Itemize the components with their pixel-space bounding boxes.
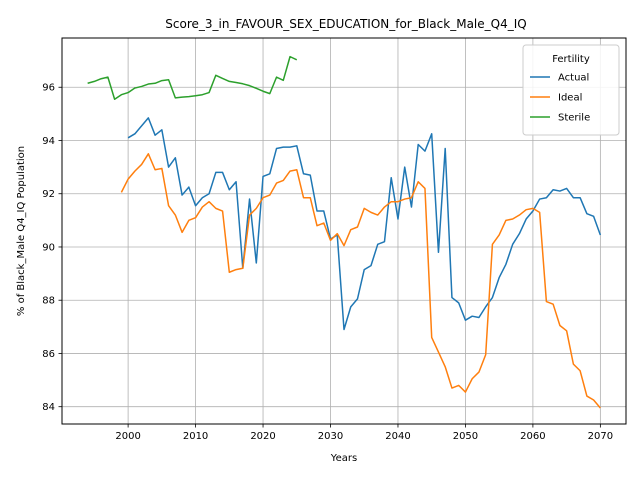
legend-label-actual: Actual — [558, 73, 589, 84]
x-tick-label: 2050 — [453, 431, 478, 442]
legend-label-sterile: Sterile — [558, 113, 590, 124]
y-axis-title: % of Black_Male Q4_IQ Population — [16, 146, 27, 316]
series-line-sterile — [88, 57, 297, 100]
x-tick-label: 2030 — [318, 431, 343, 442]
y-tick-label: 88 — [42, 296, 55, 307]
y-tick-label: 94 — [42, 136, 55, 147]
chart-title: Score_3_in_FAVOUR_SEX_EDUCATION_for_Blac… — [165, 17, 526, 31]
legend: Fertility Actual Ideal Sterile — [523, 45, 619, 135]
x-tick-label: 2000 — [115, 431, 140, 442]
legend-title: Fertility — [552, 54, 590, 65]
legend-label-ideal: Ideal — [558, 93, 582, 104]
y-tick-label: 86 — [42, 349, 55, 360]
y-tick-label: 84 — [42, 402, 55, 413]
x-axis-title: Years — [330, 453, 357, 464]
x-tick-label: 2020 — [250, 431, 275, 442]
y-axis: 84 86 88 90 92 94 96 — [42, 83, 62, 413]
series-line-actual — [128, 118, 600, 330]
y-tick-label: 92 — [42, 189, 55, 200]
x-tick-label: 2060 — [520, 431, 545, 442]
x-tick-label: 2010 — [183, 431, 208, 442]
x-tick-label: 2040 — [385, 431, 410, 442]
x-axis: 2000 2010 2020 2030 2040 2050 2060 2070 — [115, 424, 613, 442]
x-tick-label: 2070 — [588, 431, 613, 442]
y-tick-label: 90 — [42, 242, 55, 253]
y-tick-label: 96 — [42, 83, 55, 94]
